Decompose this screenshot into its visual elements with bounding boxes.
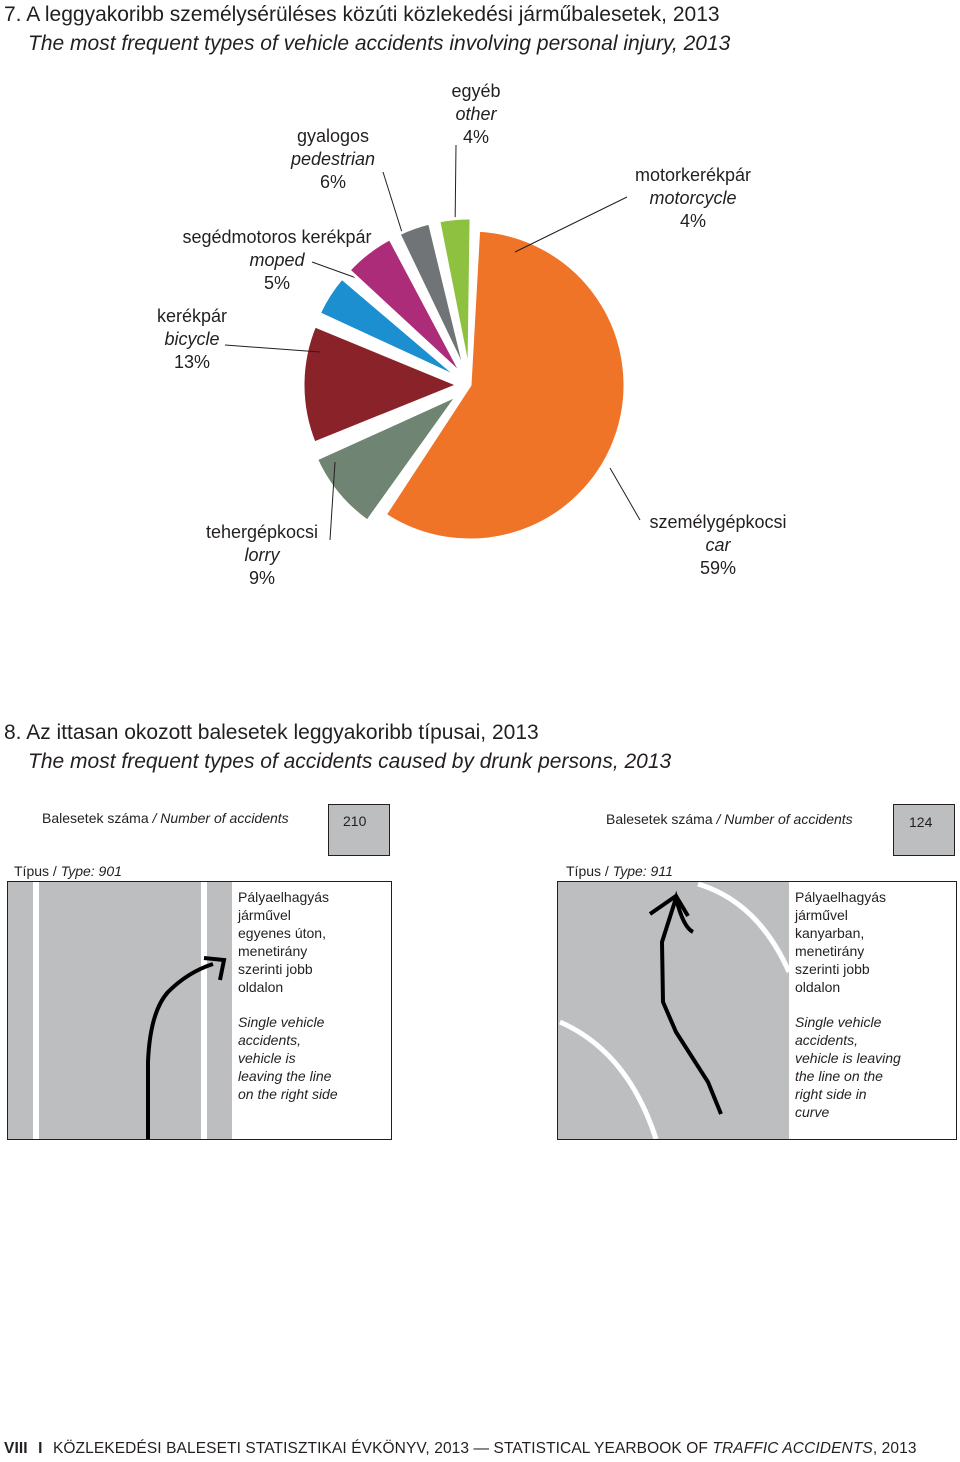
slice-label-hu: tehergépkocsi xyxy=(206,522,318,542)
footer-separator: I xyxy=(38,1440,43,1457)
page-footer: VIII I KÖZLEKEDÉSI BALESETI STATISZTIKAI… xyxy=(4,1440,917,1458)
leader-line-lorry xyxy=(329,461,336,541)
type-label-hu: Típus / xyxy=(14,863,57,879)
pie-slice-car xyxy=(383,228,627,542)
count-label-en: / Number of accidents xyxy=(152,810,289,826)
pie-slice-other xyxy=(397,221,468,375)
pie-slice-motorcycle xyxy=(437,216,473,374)
pie-slice-bicycle xyxy=(301,323,462,445)
section-title: 8. Az ittasan okozott balesetek leggyako… xyxy=(4,718,671,776)
road-curve xyxy=(558,881,792,1140)
description-en: Single vehicle accidents, vehicle is lea… xyxy=(795,1014,901,1120)
slice-percent-label: 59% xyxy=(700,558,736,578)
footer-text: KÖZLEKEDÉSI BALESETI STATISZTIKAI ÉVKÖNY… xyxy=(52,1440,713,1457)
accident-count-box-2: 124 xyxy=(893,804,955,856)
slice-label-hu: személygépkocsi xyxy=(649,512,786,532)
slice-label-hu: motorkerékpár xyxy=(635,165,751,185)
type-label-en: Type: 901 xyxy=(60,863,122,879)
pie-slice-lorry xyxy=(314,391,463,524)
arrow-head xyxy=(203,956,227,981)
accident-count-label-1: Balesetek száma / Number of accidents xyxy=(42,810,289,826)
type-label-hu: Típus / xyxy=(566,863,609,879)
slice-percent-label: 4% xyxy=(463,127,489,147)
count-label-en: / Number of accidents xyxy=(716,811,853,827)
footer-text-italic: TRAFFIC ACCIDENTS xyxy=(712,1440,873,1457)
leader-line-moped xyxy=(311,261,363,281)
count-label-hu: Balesetek száma xyxy=(42,810,149,826)
lane-line-outer xyxy=(697,881,792,974)
chart-title-en: The most frequent types of vehicle accid… xyxy=(28,32,731,55)
slice-percent-label: 9% xyxy=(249,568,275,588)
leader-line-bicycle xyxy=(224,344,321,353)
description-en: Single vehicle accidents, vehicle is lea… xyxy=(238,1014,338,1102)
slice-label-en: bicycle xyxy=(164,329,219,349)
chart-title: 7. A leggyakoribb személysérüléses közút… xyxy=(4,0,730,58)
pie-slice-moped xyxy=(317,275,461,380)
slice-label-en: motorcycle xyxy=(649,188,736,208)
count-label-hu: Balesetek száma xyxy=(606,811,713,827)
section-title-hu: 8. Az ittasan okozott balesetek leggyako… xyxy=(4,721,539,744)
lane-line-right xyxy=(201,882,207,1139)
description-hu: Pályaelhagyás járművel egyenes úton, men… xyxy=(238,889,330,995)
lane-line-left xyxy=(33,882,39,1139)
diagram-description-2: Pályaelhagyás járművel kanyarban, meneti… xyxy=(789,882,956,1139)
road-straight xyxy=(8,882,232,1139)
slice-percent-label: 5% xyxy=(264,273,290,293)
pie-chart: személygépkocsi car 59% tehergépkocsi lorry 9… xyxy=(157,81,787,588)
footer-text-end: , 2013 xyxy=(872,1440,917,1457)
lane-line-inner xyxy=(558,1019,659,1140)
vehicle-path-arrow xyxy=(146,962,214,1139)
slice-label-en: lorry xyxy=(245,545,281,565)
slice-label-hu: egyéb xyxy=(451,81,500,101)
pie-slice-pedestrian xyxy=(346,236,465,377)
slice-percent-label: 4% xyxy=(680,211,706,231)
leader-line-car xyxy=(609,467,641,521)
slice-label-en: other xyxy=(455,104,497,124)
accident-diagram-911: Pályaelhagyás járművel kanyarban, meneti… xyxy=(557,881,957,1140)
accident-count-box-1: 210 xyxy=(328,804,390,856)
leader-line-motorcycle xyxy=(514,196,628,253)
type-label-1: Típus / Type: 901 xyxy=(14,863,122,879)
slice-percent-label: 13% xyxy=(174,352,210,372)
accident-count-label-2: Balesetek száma / Number of accidents xyxy=(606,811,853,827)
slice-label-hu: kerékpár xyxy=(157,306,227,326)
chart-title-hu: 7. A leggyakoribb személysérüléses közút… xyxy=(4,3,720,26)
section-title-en: The most frequent types of accidents cau… xyxy=(28,750,672,773)
slice-label-hu: gyalogos xyxy=(297,126,369,146)
slice-label-hu: segédmotoros kerékpár xyxy=(182,227,371,247)
type-label-2: Típus / Type: 911 xyxy=(566,863,673,879)
curve-road-graphic xyxy=(558,881,792,1140)
diagram-description-1: Pályaelhagyás járművel egyenes úton, men… xyxy=(232,882,391,1139)
accident-diagram-901: Pályaelhagyás járművel egyenes úton, men… xyxy=(7,881,392,1140)
arrow-head xyxy=(648,893,690,918)
slice-label-en: moped xyxy=(249,250,305,270)
slice-percent-label: 6% xyxy=(320,172,346,192)
description-hu: Pályaelhagyás járművel kanyarban, meneti… xyxy=(795,889,887,995)
slice-label-en: pedestrian xyxy=(290,149,375,169)
vehicle-path-arrow xyxy=(659,890,723,1115)
slice-label-en: car xyxy=(705,535,731,555)
page-number: VIII xyxy=(4,1440,28,1457)
straight-road-graphic xyxy=(33,882,227,1139)
type-label-en: Type: 911 xyxy=(612,863,673,879)
